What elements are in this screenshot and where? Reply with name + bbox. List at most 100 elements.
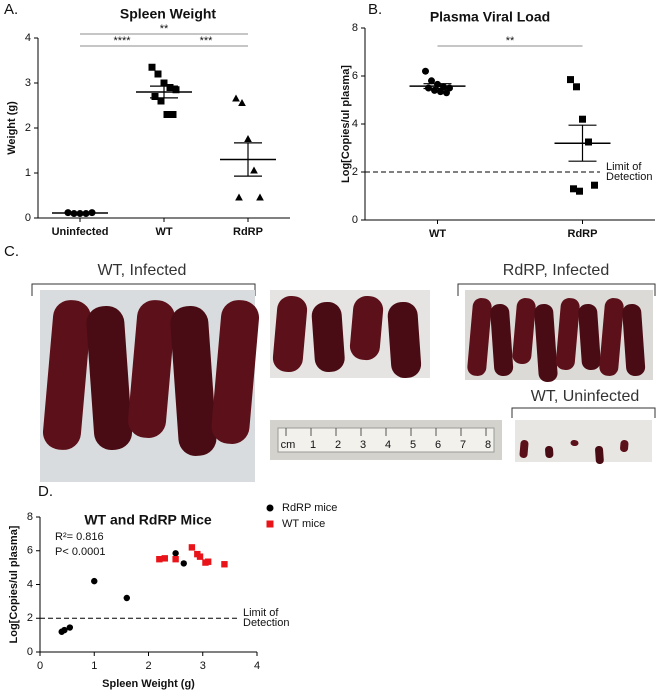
point	[172, 550, 179, 557]
x-tick-label: 2	[145, 660, 151, 672]
spleen	[128, 300, 176, 438]
x-tick-label: 3	[200, 660, 206, 672]
point	[238, 99, 246, 107]
point	[250, 166, 258, 174]
ruler-label: 6	[435, 439, 441, 451]
chart-title: Plasma Viral Load	[430, 9, 550, 25]
y-tick-label: 6	[352, 70, 358, 82]
ruler-label: 3	[360, 439, 366, 451]
spleen	[387, 301, 422, 379]
legend-label: WT mice	[282, 518, 325, 530]
bracket	[511, 407, 656, 418]
point	[244, 135, 252, 143]
point	[437, 88, 444, 96]
point	[160, 79, 168, 87]
point	[573, 83, 580, 91]
y-tick-label: 8	[27, 511, 33, 523]
spleen	[545, 445, 554, 459]
point	[204, 558, 212, 565]
x-tick-label: 1	[91, 660, 97, 672]
photo-panel: C. WT, Infected RdRP, Infected WT, Uninf…	[4, 243, 656, 482]
ruler-label: cm	[281, 439, 296, 451]
error-bar	[66, 212, 94, 215]
point	[422, 67, 429, 75]
photo-label: WT, Infected	[98, 262, 187, 279]
point	[172, 86, 180, 94]
point	[591, 181, 598, 189]
y-tick-label: 2	[352, 166, 358, 178]
spleen	[311, 301, 345, 373]
point	[169, 111, 177, 118]
point	[172, 555, 179, 563]
spleen	[42, 300, 92, 450]
bracket	[457, 283, 656, 296]
error-bar	[423, 83, 452, 90]
ruler-label: 8	[485, 439, 491, 451]
spleen	[512, 298, 536, 365]
point	[157, 97, 165, 105]
photo	[515, 420, 652, 462]
y-tick-label: 0	[27, 646, 33, 658]
panel-label: B.	[368, 1, 382, 18]
point	[66, 624, 74, 631]
error-bar	[234, 142, 262, 177]
point	[585, 138, 592, 146]
x-tick-label: 4	[254, 660, 260, 672]
y-tick-label: 2	[27, 612, 33, 624]
stat-label: R²= 0.816	[55, 531, 104, 543]
point	[232, 94, 240, 102]
ruler-label: 7	[460, 439, 466, 451]
ruler-labels: cm 1 2 3 4 5 6 7 8	[281, 428, 491, 451]
y-axis-label: Weight (g)	[6, 101, 18, 155]
spleen	[570, 439, 579, 447]
spleen	[211, 300, 260, 444]
spleen	[490, 303, 514, 376]
y-tick-label: 4	[352, 118, 358, 130]
chart-title: Spleen Weight	[120, 6, 217, 22]
stat-label: P< 0.0001	[55, 546, 105, 558]
point	[570, 185, 577, 193]
reference-label: Detection	[606, 171, 652, 183]
significance-label: ****	[113, 35, 131, 47]
spleen	[86, 306, 133, 450]
point	[166, 84, 174, 91]
point	[156, 555, 163, 563]
panel-label: C.	[4, 243, 19, 260]
spleens	[42, 295, 646, 464]
y-axis-label: Log[Copies/ul plasma]	[340, 65, 352, 183]
legend-label: RdRP mice	[282, 502, 337, 514]
point	[579, 115, 586, 123]
point	[123, 594, 130, 602]
spleen	[620, 439, 629, 453]
spleen	[349, 295, 384, 361]
spleen	[272, 295, 308, 373]
spleen	[555, 298, 580, 370]
point	[188, 544, 196, 551]
error-bar	[150, 85, 178, 99]
point	[221, 561, 228, 568]
reference-label: Detection	[243, 617, 289, 629]
point	[567, 76, 574, 84]
y-axis-label: Log[Copies/ul plasma]	[8, 525, 20, 643]
point	[443, 89, 450, 97]
point	[154, 70, 162, 78]
ruler	[277, 427, 495, 453]
reference-label: Limit of	[243, 607, 279, 619]
point	[163, 111, 171, 118]
photo-label: WT, Uninfected	[531, 388, 639, 405]
y-tick-label: 0	[352, 214, 358, 226]
y-tick-label: 2	[25, 122, 31, 134]
error-bar	[568, 124, 597, 162]
x-tick-label: RdRP	[233, 226, 263, 238]
y-tick-label: 6	[27, 545, 33, 557]
point	[235, 193, 243, 201]
panel-label: A.	[4, 1, 18, 18]
spleen	[519, 439, 529, 459]
x-axis-label: Spleen Weight (g)	[102, 678, 195, 690]
point	[576, 187, 583, 195]
legend-marker	[266, 504, 274, 512]
reference-label: Limit of	[606, 161, 642, 173]
point	[148, 63, 156, 71]
ruler-label: 5	[410, 439, 416, 451]
